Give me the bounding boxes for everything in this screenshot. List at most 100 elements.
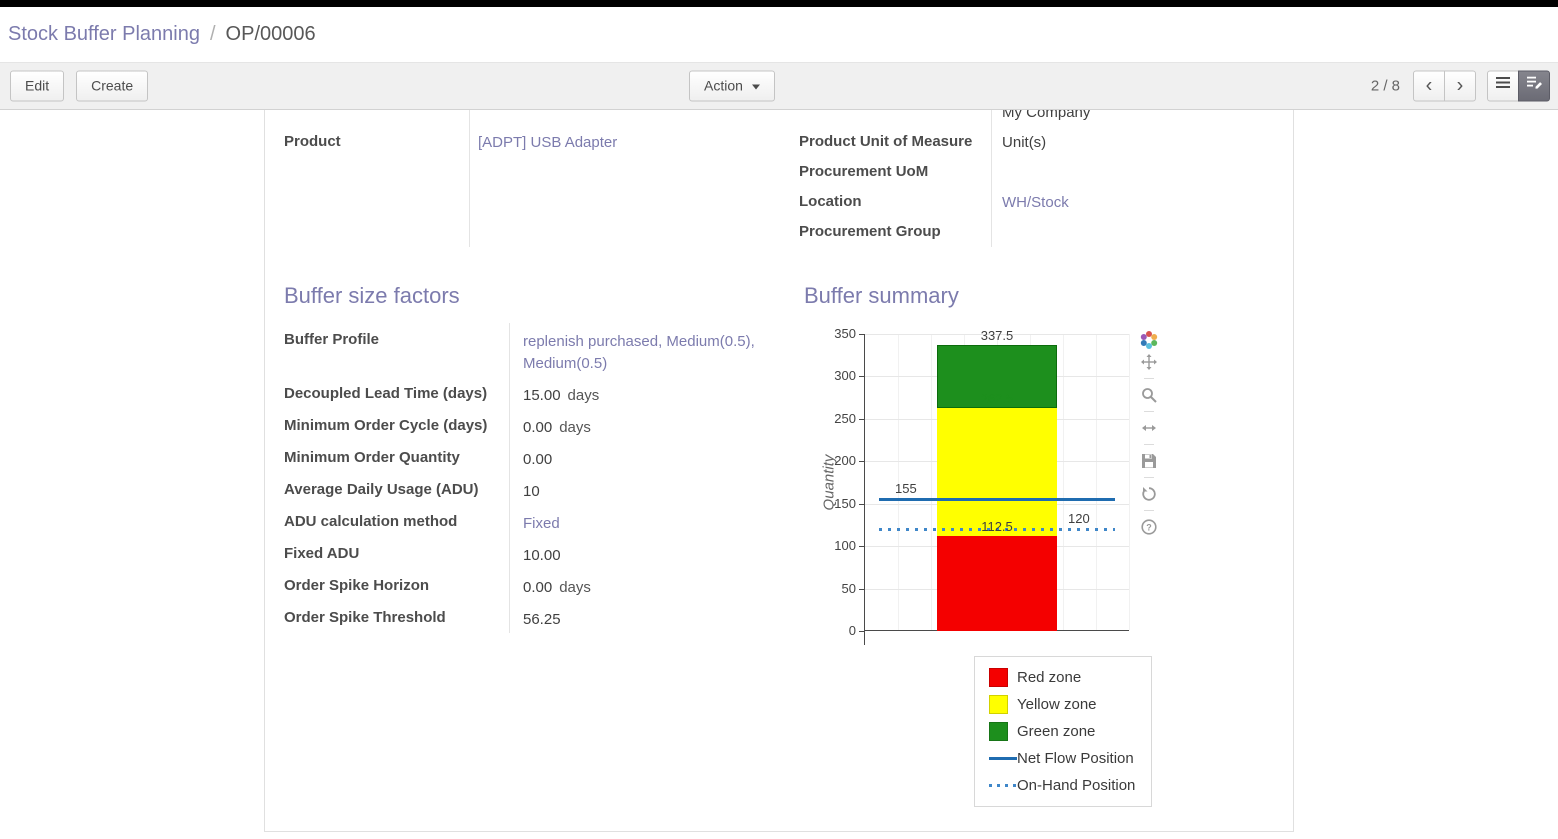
red-zone-bar xyxy=(937,535,1057,631)
top-menu-bar xyxy=(0,0,1558,7)
field-value-link[interactable]: WH/Stock xyxy=(1002,194,1069,211)
field-value-cell: 0.00 xyxy=(509,441,779,473)
buffer-summary-section: Buffer summary Quantity 155 120 337.5 262.5… xyxy=(779,247,1274,807)
y-tick-label: 300 xyxy=(834,368,856,384)
modebar-divider xyxy=(1144,411,1154,412)
zoom-icon[interactable] xyxy=(1137,384,1161,406)
field-value: Unit(s) xyxy=(1002,134,1047,151)
field-value: 0.00 xyxy=(523,451,553,468)
field-value-cell: replenish purchased, Medium(0.5), Medium… xyxy=(509,323,779,377)
field-value-link[interactable]: [ADPT] USB Adapter xyxy=(478,134,618,151)
field-value-cell: 10 xyxy=(509,473,779,505)
form-row-order-spike-horizon: Order Spike Horizon 0.00 days xyxy=(284,569,779,601)
square-swatch xyxy=(989,695,1008,714)
control-panel: Edit Create Action 2 / 8 ‹ › xyxy=(0,62,1558,110)
breadcrumb-parent-link[interactable]: Stock Buffer Planning xyxy=(8,23,200,45)
field-label: Buffer Profile xyxy=(284,331,380,348)
chevron-left-icon: ‹ xyxy=(1425,74,1433,97)
breadcrumb: Stock Buffer Planning / OP/00006 xyxy=(0,7,1558,62)
field-label: ADU calculation method xyxy=(284,513,458,530)
field-label: Product xyxy=(284,133,341,150)
plotly-modebar: ? xyxy=(1137,329,1161,538)
field-value-cell: Unit(s) xyxy=(991,127,1274,157)
pager-previous-button[interactable]: ‹ xyxy=(1413,70,1445,102)
pan-icon[interactable] xyxy=(1137,351,1161,373)
field-unit-suffix: days xyxy=(559,419,591,436)
autoscale-icon[interactable] xyxy=(1137,417,1161,439)
field-label: Average Daily Usage (ADU) xyxy=(284,481,479,498)
create-button[interactable]: Create xyxy=(76,70,149,102)
legend-item-green-zone: Green zone xyxy=(975,718,1151,745)
gridline-vertical xyxy=(1096,334,1097,630)
y-tick-label: 250 xyxy=(834,410,856,426)
action-dropdown-button[interactable]: Action xyxy=(689,70,775,102)
dots-swatch xyxy=(989,784,1017,787)
pager-next-button[interactable]: › xyxy=(1444,70,1476,102)
field-value-link[interactable]: Fixed xyxy=(523,515,560,532)
net-flow-position-line xyxy=(879,498,1115,502)
field-value-cell xyxy=(469,157,755,187)
field-value: 10 xyxy=(523,483,540,500)
field-label: Order Spike Horizon xyxy=(284,577,430,594)
help-icon[interactable]: ? xyxy=(1137,516,1161,538)
form-row-location: Location WH/Stock xyxy=(799,187,1274,217)
field-unit-suffix: days xyxy=(567,387,600,404)
form-sheet: Product [ADPT] USB Adapter My Company Prod… xyxy=(264,90,1294,832)
field-value-link[interactable]: replenish purchased, Medium(0.5), Medium… xyxy=(523,333,755,372)
square-swatch xyxy=(989,722,1008,741)
lower-section: Buffer size factors Buffer Profile replen… xyxy=(284,247,1274,807)
pager-value: 2 / 8 xyxy=(1370,77,1400,95)
legend-swatch xyxy=(989,668,1017,687)
field-value-cell: 15.00 days xyxy=(509,377,779,409)
field-value-cell xyxy=(469,217,755,247)
form-row-adu-calculation-method: ADU calculation method Fixed xyxy=(284,505,779,537)
chart-plot-area: 155 120 337.5 262.5 112.5 xyxy=(864,328,1130,645)
list-view-button[interactable] xyxy=(1487,70,1519,102)
view-switcher xyxy=(1487,70,1550,102)
buffer-zones-bar xyxy=(937,334,1057,631)
field-label: Location xyxy=(799,193,862,210)
pager-and-view-switcher: 2 / 8 ‹ › xyxy=(1370,70,1550,102)
form-row-procurement-group: Procurement Group xyxy=(799,217,1274,247)
y-axis-title: Quantity xyxy=(820,454,838,511)
field-value-cell: 56.25 xyxy=(509,601,779,633)
chart-annotation: 112.5 xyxy=(981,518,1013,534)
gridline-horizontal xyxy=(865,334,1129,335)
modebar-divider xyxy=(1144,444,1154,445)
on-hand-position-line xyxy=(879,528,1115,532)
gridline-vertical xyxy=(1063,334,1064,630)
form-row-blank xyxy=(284,157,755,187)
chart-legend: Red zone Yellow zone Green zone Net Flow Po… xyxy=(974,656,1152,807)
legend-swatch xyxy=(989,722,1017,741)
caret-down-icon xyxy=(751,84,760,90)
form-row-blank xyxy=(284,187,755,217)
save-image-icon[interactable] xyxy=(1137,450,1161,472)
top-field-groups: Product [ADPT] USB Adapter My Company Prod… xyxy=(284,97,1274,247)
legend-label: On-Hand Position xyxy=(1017,777,1136,794)
list-icon xyxy=(1495,72,1511,101)
form-row-procurement-uom: Procurement UoM xyxy=(799,157,1274,187)
modebar-divider xyxy=(1144,510,1154,511)
legend-item-yellow-zone: Yellow zone xyxy=(975,691,1151,718)
field-value-cell: Fixed xyxy=(509,505,779,537)
field-label xyxy=(284,217,469,247)
legend-swatch xyxy=(989,757,1017,760)
legend-label: Yellow zone xyxy=(1017,696,1097,713)
net-flow-position-label: 155 xyxy=(895,481,917,497)
form-buttons: Edit Create xyxy=(10,70,149,102)
field-label: Order Spike Threshold xyxy=(284,609,446,626)
edit-button[interactable]: Edit xyxy=(10,70,65,102)
plotly-logo-icon[interactable] xyxy=(1137,329,1161,351)
legend-item-on-hand-position: On-Hand Position xyxy=(975,772,1151,799)
y-tick-mark xyxy=(859,588,864,590)
gridline-vertical xyxy=(898,334,899,630)
form-edit-icon xyxy=(1526,72,1542,101)
form-view-button[interactable] xyxy=(1518,70,1550,102)
y-tick-mark xyxy=(859,418,864,420)
y-tick-mark xyxy=(859,546,864,548)
y-tick-mark xyxy=(859,503,864,505)
green-zone-bar xyxy=(937,344,1057,409)
y-tick-mark xyxy=(859,376,864,378)
field-value: 56.25 xyxy=(523,611,561,628)
reset-axes-icon[interactable] xyxy=(1137,483,1161,505)
